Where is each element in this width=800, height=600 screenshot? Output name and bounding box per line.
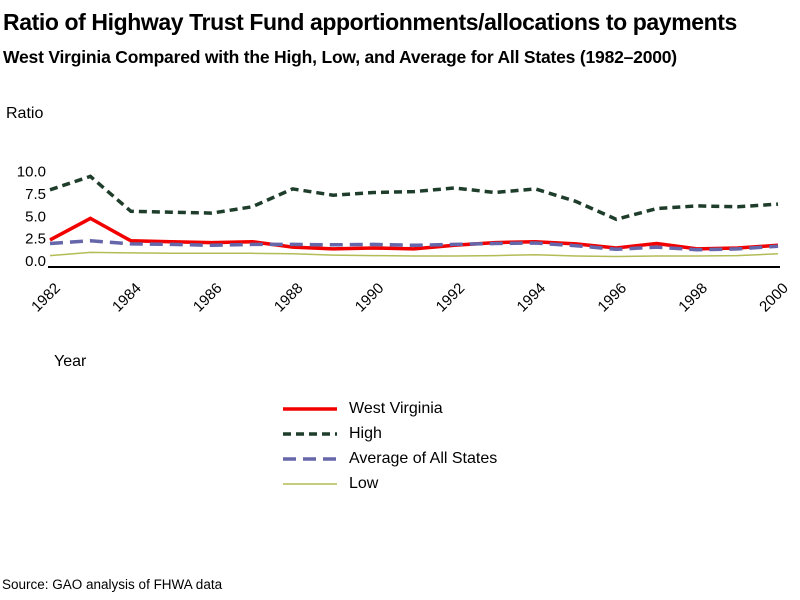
legend-label: Average of All States	[349, 449, 498, 467]
legend: West Virginia High Average of All States Lo…	[283, 396, 497, 496]
y-tick-label: 10.0	[17, 164, 46, 181]
y-axis-title: Ratio	[6, 105, 44, 122]
y-tick-label: 2.5	[25, 231, 46, 248]
series-line-average-of-all-states	[49, 239, 779, 252]
series-line-high	[49, 174, 779, 222]
x-tick-label: 1986	[190, 280, 226, 316]
x-tick-label: 1996	[594, 280, 630, 316]
legend-label: Low	[349, 474, 379, 492]
legend-item-low: Low	[283, 471, 497, 496]
legend-line-swatch	[283, 406, 337, 411]
legend-label: High	[349, 424, 382, 442]
legend-line-swatch	[283, 456, 337, 461]
y-tick-label: 0.0	[25, 253, 46, 270]
x-tick-label: 1984	[109, 280, 145, 316]
legend-item-average-of-all-states: Average of All States	[283, 446, 497, 471]
legend-item-west-virginia: West Virginia	[283, 396, 497, 421]
legend-line-swatch	[283, 482, 337, 485]
legend-label: West Virginia	[349, 399, 443, 417]
chart-title: Ratio of Highway Trust Fund apportionmen…	[3, 9, 737, 35]
source-note: Source: GAO analysis of FHWA data	[2, 577, 223, 592]
x-tick-label: 1990	[352, 280, 388, 316]
x-tick-label: 1982	[28, 280, 64, 316]
x-tick-label: 2000	[756, 280, 792, 316]
x-tick-label: 1994	[514, 280, 550, 316]
series-line-low	[49, 251, 779, 258]
y-tick-label: 7.5	[25, 186, 46, 203]
series-line-west-virginia	[49, 216, 779, 251]
chart-subtitle: West Virginia Compared with the High, Lo…	[3, 47, 677, 67]
line-chart: 10.0 7.5 5.0 2.5 0.0 1982 1984 1986 1988 1990 1992…	[17, 164, 792, 316]
x-tick-label: 1992	[433, 280, 469, 316]
x-axis-title: Year	[54, 353, 87, 370]
x-tick-label: 1998	[675, 280, 711, 316]
legend-item-high: High	[283, 421, 497, 446]
x-tick-label: 1988	[271, 280, 307, 316]
legend-line-swatch	[283, 431, 337, 436]
y-tick-label: 5.0	[25, 208, 46, 225]
